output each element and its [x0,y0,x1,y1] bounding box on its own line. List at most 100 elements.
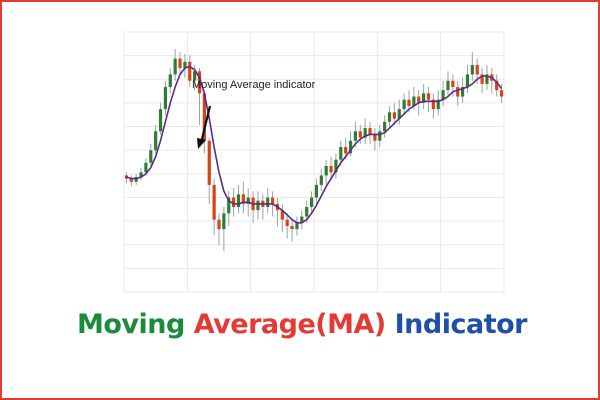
candle-body [470,64,474,75]
candle-body [300,216,304,223]
caption-word-indicator: Indicator [394,309,528,340]
candle-body [163,87,168,110]
candle-body [373,134,377,141]
candle-body [232,197,236,208]
candle [329,156,333,179]
candle [368,121,372,144]
candle-body [417,96,421,103]
candle-body [246,197,250,204]
candle [499,83,504,103]
candle-body [358,131,362,138]
caption: Moving Average(MA) Indicator [2,305,598,345]
candle-body [154,131,158,151]
candle-body [197,71,202,94]
candle-body [451,80,455,88]
candle-body [207,140,211,185]
candle [188,55,192,88]
candle [358,124,362,144]
candle-body [173,58,177,75]
candle [183,53,187,78]
candle [275,197,280,226]
grid [123,31,505,293]
candle [217,213,221,245]
candle-body [227,197,231,214]
candle-body [378,131,382,141]
candle [426,87,431,113]
candle-body [168,74,172,88]
candle [383,115,387,138]
candle [178,52,182,75]
candle-body [324,165,328,176]
candle [470,52,474,81]
candle [212,178,216,236]
candle-body [270,197,275,204]
candle [227,191,231,226]
candle [202,90,206,154]
candle [168,68,172,94]
candle-body [188,61,192,81]
candle [324,159,328,185]
candle [261,194,265,220]
candle-body [402,99,406,110]
candle-body [183,61,187,69]
annotation-arrow [199,105,212,144]
candle-body [363,128,367,138]
candle [456,80,460,106]
candle-body [460,87,465,97]
candle [363,118,367,144]
candle [465,64,470,94]
candle-body [144,162,148,173]
moving-average-line [126,65,503,224]
candle-body [353,131,358,141]
annotation: Moving Average indicator [192,79,316,149]
candle-body [387,112,392,122]
candle [446,71,450,97]
candle-body [241,194,245,204]
candle [490,68,494,94]
candle-body [348,140,353,154]
candle [139,167,143,181]
candle-body [344,147,348,154]
annotation-text: Moving Average indicator [192,79,316,91]
candle [251,191,255,223]
candlestick-chart: Moving Average indicator [123,31,505,293]
candle-body [314,184,319,198]
candle [236,184,241,214]
candle [397,99,401,125]
candle [256,191,260,220]
candle [387,105,392,129]
candle-body [158,109,163,132]
candle-body [178,58,182,69]
candle-body [397,109,401,119]
candle [154,124,158,154]
candle [348,131,353,157]
candle-body [475,64,479,75]
candle-body [202,93,206,141]
candle [373,128,377,151]
candle-body [412,96,416,106]
candle-body [295,222,299,230]
candle-body [339,147,343,160]
candle-body [334,159,338,173]
candle-body [499,90,504,97]
candle-body [285,219,289,226]
candle [334,153,338,179]
candle-body [392,112,396,119]
candle [290,219,294,242]
candle [222,207,226,252]
candle-body [383,121,387,132]
candle-body [436,99,440,110]
candle [285,213,289,239]
candle [495,74,499,97]
candle-body [266,197,270,208]
annotation-arrowhead [197,138,206,149]
candle [207,137,211,204]
candle-body [495,80,499,91]
candle-body [217,219,221,230]
candle [314,178,319,204]
candle [436,90,440,116]
candle-body [212,184,216,220]
candle [460,77,465,103]
candle [422,83,426,110]
